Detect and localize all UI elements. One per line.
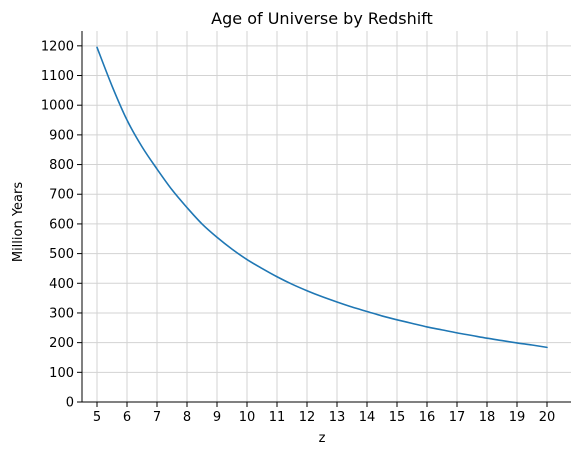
x-axis-label: z xyxy=(319,431,326,446)
y-tick-label: 200 xyxy=(49,336,74,351)
y-tick-label: 500 xyxy=(49,247,74,262)
y-tick-label: 100 xyxy=(49,366,74,381)
x-tick-label: 17 xyxy=(449,410,466,425)
y-axis-label: Million Years xyxy=(11,182,26,263)
x-tick-label: 19 xyxy=(509,410,526,425)
y-tick-label: 300 xyxy=(49,306,74,321)
x-tick-label: 13 xyxy=(329,410,346,425)
series-layer xyxy=(96,46,548,349)
y-tick-label: 600 xyxy=(49,217,74,232)
x-tick-label: 14 xyxy=(359,410,376,425)
y-tick-label: 400 xyxy=(49,277,74,292)
series-line xyxy=(96,46,548,349)
x-tick-label: 20 xyxy=(539,410,556,425)
x-tick-label: 15 xyxy=(389,410,406,425)
axes-spines xyxy=(81,31,571,403)
y-tick-label: 1200 xyxy=(41,39,74,54)
y-tick-label: 1000 xyxy=(41,99,74,114)
y-tick-label: 1100 xyxy=(41,69,74,84)
y-tick-label: 900 xyxy=(49,128,74,143)
x-tick-label: 12 xyxy=(299,410,316,425)
x-tick-label: 5 xyxy=(93,410,101,425)
x-tick-label: 10 xyxy=(239,410,256,425)
x-tick-label: 7 xyxy=(153,410,161,425)
y-tick-label: 800 xyxy=(49,158,74,173)
x-tick-label: 16 xyxy=(419,410,436,425)
grid xyxy=(82,31,571,403)
x-tick-label: 18 xyxy=(479,410,496,425)
chart-title: Age of Universe by Redshift xyxy=(211,9,433,28)
x-tick-label: 9 xyxy=(213,410,221,425)
x-axis-ticks: 5 6 7 8 9 10 11 12 13 14 15 16 17 18 19 20 xyxy=(93,402,555,425)
y-axis-ticks: 0 100 200 300 400 500 600 700 800 900 1000 1100 1200 xyxy=(41,39,82,411)
x-tick-label: 8 xyxy=(183,410,191,425)
x-tick-label: 11 xyxy=(269,410,286,425)
y-tick-label: 700 xyxy=(49,188,74,203)
y-tick-label: 0 xyxy=(66,396,74,411)
x-tick-label: 6 xyxy=(123,410,131,425)
